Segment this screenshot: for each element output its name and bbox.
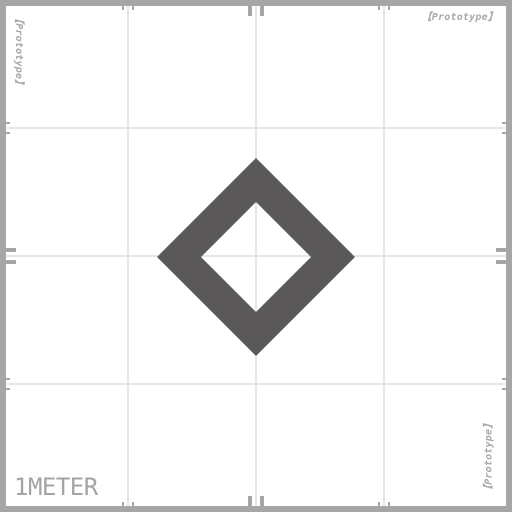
scale-label: 1METER <box>14 473 98 501</box>
prototype-watermark-bottom-right: 【Prototype】 <box>483 418 494 495</box>
prototype-watermark-top-right: 【Prototype】 <box>421 12 498 23</box>
diamond-marker <box>157 158 355 356</box>
prototype-watermark-left: 【Prototype】 <box>13 13 24 90</box>
